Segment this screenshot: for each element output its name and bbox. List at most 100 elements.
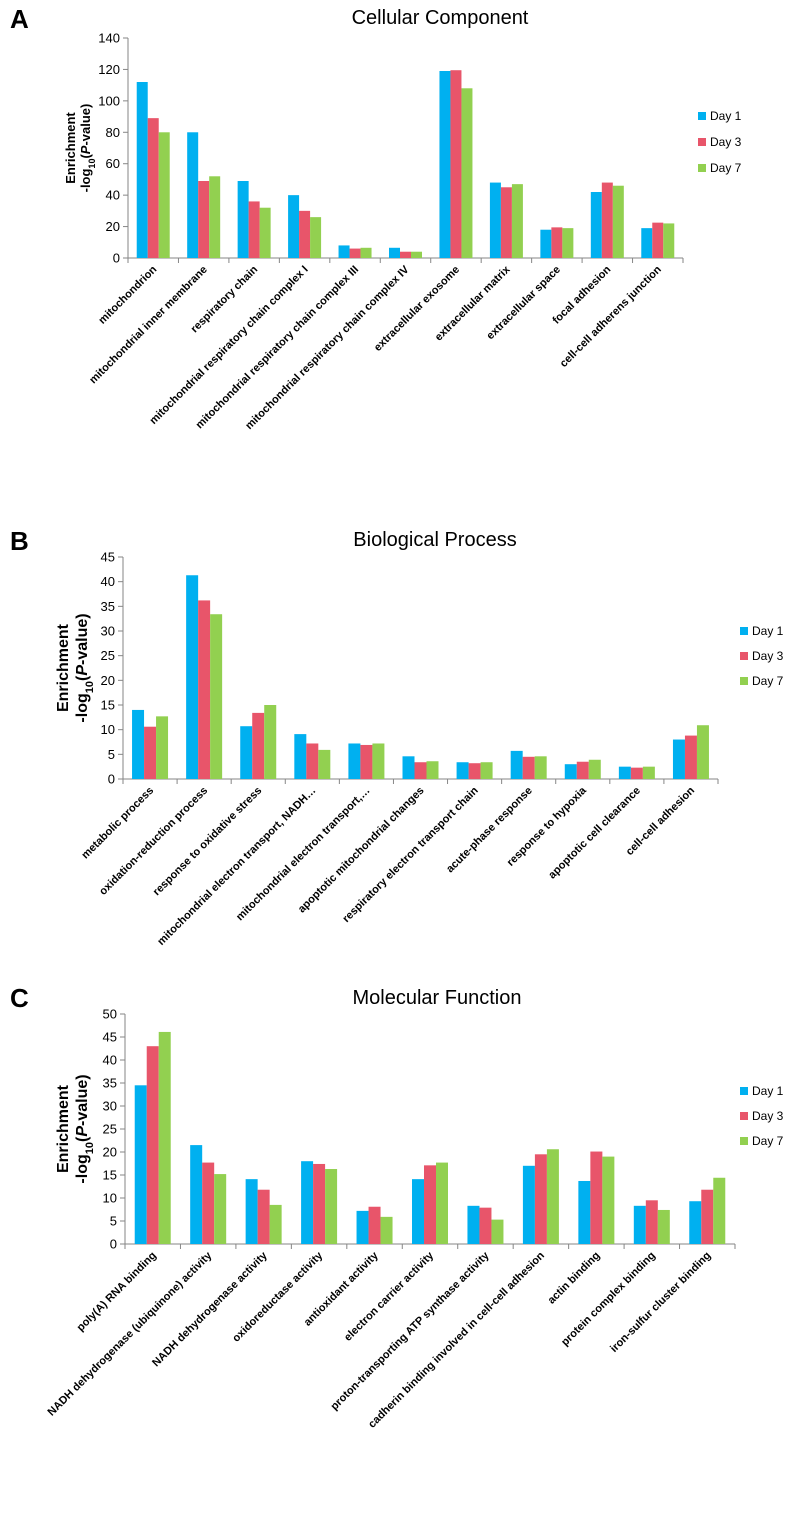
y-tick-label: 0 (108, 772, 115, 787)
y-tick-label: 40 (103, 1053, 117, 1068)
bar-day-7 (210, 614, 223, 779)
y-tick-label: 40 (101, 574, 115, 589)
bar-day-3 (468, 763, 481, 779)
y-axis-label-part: ( (78, 154, 93, 159)
y-axis-label-part: -value) (74, 1074, 91, 1126)
bar-day-3 (313, 1163, 326, 1244)
bar-day-3 (202, 1162, 215, 1244)
y-tick-label: 20 (103, 1145, 117, 1160)
y-axis-label-part: -log (74, 693, 91, 722)
y-tick-label: 15 (103, 1168, 117, 1183)
legend-label: Day 7 (752, 1134, 784, 1148)
y-tick-label: 35 (103, 1076, 117, 1091)
bar-day-3 (198, 181, 210, 258)
y-tick-label: 30 (103, 1099, 117, 1114)
bar-day-1 (389, 247, 400, 258)
y-axis-label-line1: Enrichment (55, 1084, 72, 1173)
x-category-label: actin binding (546, 1250, 603, 1307)
bar-day-7 (713, 1177, 726, 1244)
y-axis-label-line1: Enrichment (63, 112, 78, 184)
y-axis-label-part: -log (78, 169, 93, 193)
legend-label: Day 3 (710, 135, 742, 149)
x-category-label: extracellular exosome (372, 264, 462, 354)
bar-day-1 (456, 762, 469, 779)
y-tick-label: 0 (113, 251, 120, 266)
bar-day-1 (134, 1085, 147, 1244)
bar-day-1 (186, 575, 199, 779)
x-category-label: response to oxidative stress (151, 785, 265, 899)
legend-swatch (740, 677, 748, 685)
bar-day-7 (372, 743, 385, 779)
y-axis-label-line2: -log10(P-value) (74, 1074, 96, 1183)
y-tick-label: 80 (106, 125, 120, 140)
y-tick-label: 20 (101, 673, 115, 688)
bar-day-1 (190, 1145, 203, 1244)
bar-day-3 (299, 210, 311, 258)
bar-day-3 (147, 118, 159, 259)
bar-day-3 (701, 1189, 714, 1244)
y-tick-label: 5 (110, 1214, 117, 1229)
bar-day-1 (132, 709, 145, 779)
bar-day-3 (645, 1200, 658, 1244)
x-category-label: apoptotic cell clearance (546, 785, 643, 882)
y-axis-label-part: P (78, 145, 93, 154)
bar-day-1 (590, 192, 602, 258)
y-axis-label-part: ( (74, 675, 91, 681)
bar-day-1 (237, 181, 249, 258)
y-tick-label: 35 (101, 599, 115, 614)
bar-day-7 (612, 185, 624, 258)
bar-day-7 (511, 184, 523, 258)
chart-title: Molecular Function (353, 987, 522, 1009)
bar-day-3 (450, 70, 462, 258)
bar-day-7 (461, 88, 473, 259)
y-tick-label: 50 (103, 1007, 117, 1022)
y-tick-label: 5 (108, 747, 115, 762)
bar-day-1 (348, 743, 361, 779)
bar-day-1 (338, 245, 350, 258)
legend-swatch (740, 627, 748, 635)
y-tick-label: 0 (110, 1237, 117, 1252)
bar-day-7 (156, 716, 169, 779)
bar-day-7 (602, 1156, 615, 1244)
bar-day-3 (368, 1206, 381, 1244)
y-tick-label: 25 (101, 648, 115, 663)
bar-day-3 (306, 743, 319, 779)
legend-swatch (698, 112, 706, 120)
bar-day-3 (601, 182, 613, 258)
bar-day-7 (325, 1169, 338, 1244)
bar-day-1 (356, 1210, 369, 1244)
bar-day-7 (588, 759, 601, 779)
panel-letter: C (10, 983, 29, 1013)
legend-label: Day 7 (752, 674, 784, 688)
x-category-label: iron-sulfur cluster binding (608, 1250, 713, 1355)
bar-day-1 (412, 1179, 424, 1244)
y-tick-label: 140 (98, 31, 120, 46)
bar-day-7 (534, 756, 547, 779)
bar-day-3 (248, 201, 260, 258)
bar-day-3 (146, 1046, 159, 1244)
bar-day-7 (158, 1031, 171, 1244)
y-tick-label: 20 (106, 219, 120, 234)
legend-swatch (740, 652, 748, 660)
chart-panel-c: C Molecular Function 0 5 10 15 20 25 30 35 40 45 50 E… (10, 983, 784, 1431)
bar-day-3 (551, 227, 563, 258)
bar-day-1 (641, 228, 653, 258)
bar-day-7 (480, 762, 493, 779)
chart-panel-a: A Cellular Component 0 20 40 60 80 100 120 140 Enr… (10, 4, 742, 432)
chart-title: Biological Process (353, 529, 516, 551)
bar-day-7 (380, 1216, 393, 1244)
bar-day-1 (689, 1201, 702, 1244)
legend-label: Day 3 (752, 649, 784, 663)
bar-day-1 (578, 1180, 591, 1244)
y-axis-label-line1: Enrichment (55, 623, 72, 712)
legend-label: Day 1 (752, 1084, 784, 1098)
bar-day-7 (436, 1162, 448, 1244)
bar-day-3 (252, 712, 265, 779)
bar-day-1 (564, 764, 577, 779)
y-axis-label-part: P (74, 665, 91, 676)
bar-day-3 (652, 222, 664, 258)
x-category-label: NADH dehydrogenase activity (150, 1249, 270, 1369)
panel-letter: A (10, 4, 29, 34)
bar-day-3 (198, 600, 211, 779)
